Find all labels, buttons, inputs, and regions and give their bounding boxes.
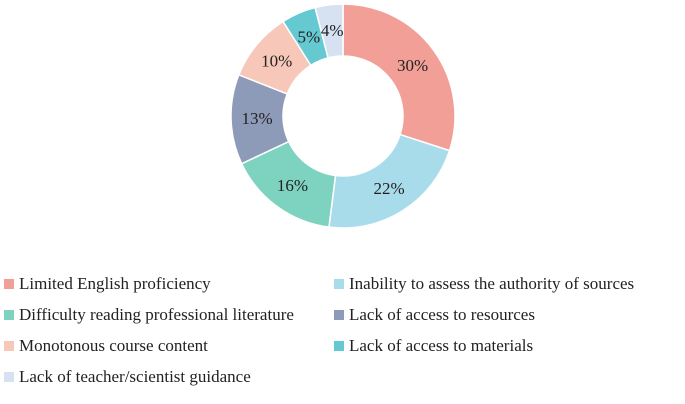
chart-legend: Limited English proficiency Inability to…: [4, 272, 684, 389]
legend-item: Limited English proficiency: [4, 272, 334, 296]
donut-slice-labels: 30% 22% 16% 13% 10% 5% 4%: [241, 21, 428, 198]
legend-item: Lack of access to materials: [334, 334, 674, 358]
legend-label: Lack of access to resources: [349, 305, 535, 324]
slice-data-label: 4%: [321, 21, 344, 40]
donut-chart: 30% 22% 16% 13% 10% 5% 4%: [230, 3, 456, 229]
slice-data-label: 16%: [277, 176, 308, 195]
slice-data-label: 13%: [241, 109, 272, 128]
slice-data-label: 30%: [397, 56, 428, 75]
donut-slice: [314, 3, 344, 59]
legend-swatch: [334, 279, 344, 289]
legend-item: Difficulty reading professional literatu…: [4, 303, 334, 327]
legend-label: Limited English proficiency: [19, 274, 211, 293]
legend-item: Lack of teacher/scientist guidance: [4, 365, 334, 389]
legend-label: Lack of teacher/scientist guidance: [19, 367, 251, 386]
legend-swatch: [334, 310, 344, 320]
legend-swatch: [334, 341, 344, 351]
legend-item: Monotonous course content: [4, 334, 334, 358]
legend-label: Lack of access to materials: [349, 336, 534, 355]
legend-label: Monotonous course content: [19, 336, 208, 355]
legend-swatch: [4, 341, 14, 351]
legend-swatch: [4, 279, 14, 289]
donut-slice: [342, 3, 456, 152]
donut-slices: [230, 3, 456, 229]
donut-slice: [328, 133, 451, 229]
legend-swatch: [4, 310, 14, 320]
legend-item: Inability to assess the authority of sou…: [334, 272, 674, 296]
legend-item: Lack of access to resources: [334, 303, 674, 327]
legend-label: Difficulty reading professional literatu…: [19, 305, 294, 324]
slice-data-label: 10%: [261, 52, 292, 71]
slice-data-label: 22%: [373, 179, 404, 198]
legend-swatch: [4, 372, 14, 382]
legend-label: Inability to assess the authority of sou…: [349, 274, 635, 293]
slice-data-label: 5%: [298, 28, 321, 47]
